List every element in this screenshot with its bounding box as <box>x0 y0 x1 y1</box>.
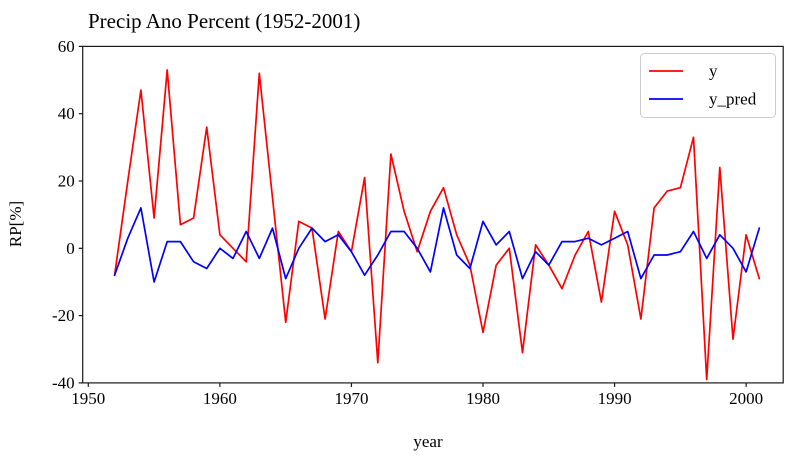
x-axis-label: year <box>413 432 443 451</box>
x-tick-label: 1950 <box>71 389 105 408</box>
legend-entry-y-pred: y_pred <box>649 90 757 109</box>
y-axis-label: RP[%] <box>6 201 25 247</box>
series-lines <box>113 69 761 381</box>
y-tick-label: -40 <box>52 373 75 392</box>
x-tick-label: 1970 <box>334 389 368 408</box>
legend-entry-y: y <box>649 62 718 81</box>
legend-label-y: y <box>709 62 718 81</box>
x-axis-ticks: 1950 1960 1970 1980 1990 2000 <box>71 382 763 408</box>
plot-frame <box>82 45 784 384</box>
x-tick-label: 2000 <box>729 389 763 408</box>
series-line-y <box>113 69 761 381</box>
y-tick-label: 20 <box>58 172 75 191</box>
y-tick-label: 60 <box>58 37 75 56</box>
x-tick-label: 1990 <box>598 389 632 408</box>
series-line-y_pred <box>113 207 761 283</box>
chart-title: Precip Ano Percent (1952-2001) <box>88 9 360 33</box>
x-tick-label: 1960 <box>203 389 237 408</box>
y-tick-label: 40 <box>58 104 75 123</box>
legend: y y_pred <box>640 53 776 118</box>
y-tick-label: -20 <box>52 306 75 325</box>
legend-box <box>640 53 776 118</box>
y-tick-label: 0 <box>66 239 75 258</box>
x-tick-label: 1980 <box>466 389 500 408</box>
y-axis-ticks: 60 40 20 0 -20 -40 <box>52 37 83 392</box>
legend-label-y-pred: y_pred <box>709 90 757 109</box>
